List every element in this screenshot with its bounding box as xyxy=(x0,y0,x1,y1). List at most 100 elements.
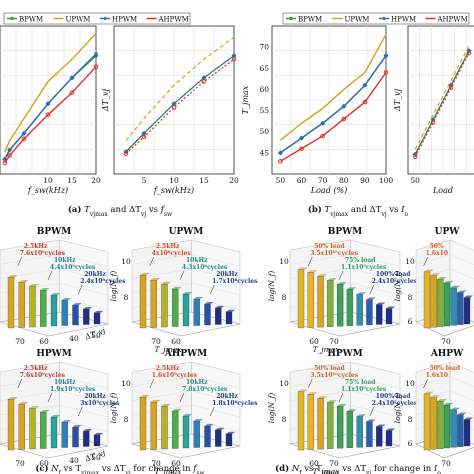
grid-line xyxy=(191,390,241,404)
tick-label: 6 xyxy=(408,317,413,326)
data-point-AHPWM xyxy=(2,160,8,166)
grid-line xyxy=(350,282,401,296)
grid-line xyxy=(450,390,474,402)
annotation-value: 3.5x10¹⁰cycles xyxy=(310,372,359,379)
grid-line xyxy=(191,268,241,282)
annotation-label: 75% load xyxy=(345,257,376,264)
caption-part: vj xyxy=(124,470,130,474)
series-line-AHPWM xyxy=(280,72,387,162)
annotation-arrow xyxy=(78,284,83,295)
tick-label: T_jmax xyxy=(155,345,183,354)
bar xyxy=(139,397,147,451)
bar xyxy=(463,419,471,447)
x-tick-label: 10 xyxy=(43,176,53,185)
bar-top xyxy=(297,267,308,270)
caption-d: (d) Nf vs Tvjmax vs ΔTvj for change in I… xyxy=(275,463,441,474)
bar-panel-d-UPWM: UPW 50%1.6x10 10 8 6 70 log(N_f) xyxy=(393,227,474,346)
annotation-value: 4.3x10⁸cycles xyxy=(182,264,228,271)
tick-label: 8 xyxy=(408,293,413,302)
data-point-HPWM xyxy=(93,53,99,59)
grid-line xyxy=(0,376,60,387)
caption-part: vjmax xyxy=(329,211,349,218)
data-point-AHPWM xyxy=(201,79,207,84)
bar-top xyxy=(7,397,18,400)
annotation-label: 20kHz xyxy=(84,393,106,400)
annotation-value: 1.6x10 xyxy=(426,250,448,257)
tick-label: 60 xyxy=(309,459,319,468)
bar-top xyxy=(423,391,434,394)
annotation-arrow xyxy=(423,256,428,267)
bar xyxy=(457,292,464,325)
caption-part: and ΔT xyxy=(348,205,382,215)
data-point-AHPWM xyxy=(69,90,75,95)
bar-top xyxy=(385,306,396,309)
bar xyxy=(215,429,222,447)
bar-top xyxy=(450,407,460,411)
annotation-arrow xyxy=(17,378,22,389)
bar-top xyxy=(161,282,171,285)
bar-top xyxy=(346,287,357,290)
tick-label: 50 xyxy=(91,453,101,462)
panel-title: HPWM xyxy=(36,349,71,359)
caption-part: f xyxy=(59,470,62,474)
grid-line xyxy=(59,254,109,267)
caption-part: T xyxy=(322,205,332,215)
data-point-AHPWM xyxy=(21,136,27,142)
annotation-arrow xyxy=(307,256,313,267)
bar-top xyxy=(171,287,182,290)
annotation-value: 1.6x10⁹cycles xyxy=(152,372,198,379)
tick-label: 60 xyxy=(309,337,319,346)
bar xyxy=(161,405,168,450)
legend: BPWM UPWM HPWM AHPWM xyxy=(3,12,191,25)
grid-line xyxy=(59,376,109,389)
grid-line xyxy=(289,254,351,265)
tick-label: T_jmax xyxy=(313,345,341,354)
bar xyxy=(161,283,168,328)
bar xyxy=(18,404,25,450)
data-point-HPWM xyxy=(299,135,305,141)
grid-line xyxy=(415,254,451,265)
y-tick-label: 45 xyxy=(259,148,269,157)
caption-part: f xyxy=(192,464,198,474)
annotation-arrow xyxy=(210,284,215,295)
legend-box xyxy=(282,12,470,25)
series-line-UPWM xyxy=(280,34,387,141)
annotation-value: 1.1x10⁹cycles xyxy=(341,264,387,271)
caption-part: f xyxy=(299,470,302,474)
bar xyxy=(172,410,179,449)
series-line-UPWM xyxy=(125,36,235,142)
bar-top xyxy=(437,277,447,280)
bar xyxy=(18,282,25,328)
grid-line xyxy=(131,254,192,265)
tick-label: 8 xyxy=(408,415,413,424)
tick-label: 8 xyxy=(124,415,129,424)
y-tick-label: 60 xyxy=(259,85,269,94)
bar-top xyxy=(366,297,376,300)
grid-line xyxy=(450,254,474,265)
annotation-value: 2.4x10⁷cycles xyxy=(372,400,418,407)
bar xyxy=(72,427,79,448)
bar-panel-c-AHPWM: AHPWM 2.5kHz1.6x10⁹cycles10kHz7.8x10⁸cycl… xyxy=(109,349,258,474)
line-chart-a-right: 5 10 15 20 f_sw(kHz) ΔT_vj xyxy=(101,25,239,195)
tick-label: log(N_f) xyxy=(267,271,276,302)
y-tick-label: 65 xyxy=(259,64,269,73)
bar xyxy=(366,421,373,448)
bar-top xyxy=(430,273,440,276)
bar-top xyxy=(50,415,61,418)
bar xyxy=(150,280,157,328)
series-line-AHPWM xyxy=(414,52,470,158)
bar xyxy=(72,305,79,326)
bar xyxy=(385,430,393,447)
bar-top xyxy=(463,295,474,298)
tick-label: 60 xyxy=(39,459,49,468)
caption-part: (a) xyxy=(68,204,82,215)
bar-top xyxy=(93,310,104,314)
bar xyxy=(376,304,383,325)
bar-top xyxy=(423,269,434,272)
x-tick-label: 70 xyxy=(318,176,328,185)
data-point-HPWM xyxy=(69,75,75,81)
legend-label-AHPWM: AHPWM xyxy=(158,15,189,23)
annotation-label: 2.5kHz xyxy=(156,243,180,250)
